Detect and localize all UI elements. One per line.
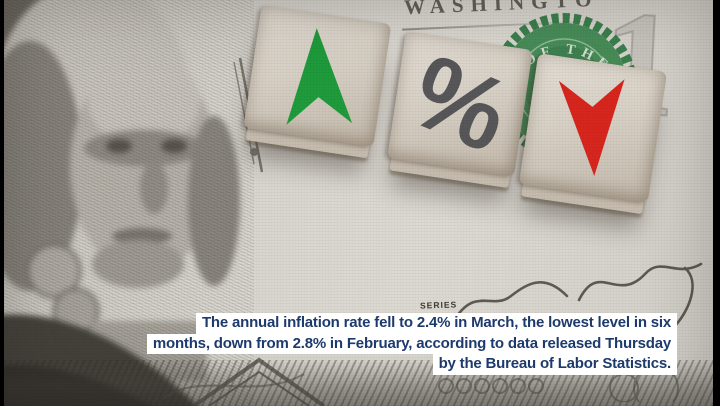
caption-line: The annual inflation rate fell to 2.4% i… bbox=[4, 313, 677, 334]
chevron-ornament bbox=[164, 357, 326, 406]
caption-line: months, down from 2.8% in February, acco… bbox=[4, 333, 677, 354]
caption-line: by the Bureau of Labor Statistics. bbox=[4, 354, 677, 375]
letterbox-bar-right bbox=[713, 0, 720, 406]
percent-icon: % bbox=[395, 32, 525, 176]
caption-line-text: The annual inflation rate fell to 2.4% i… bbox=[195, 313, 677, 334]
wood-tile-up bbox=[243, 4, 392, 148]
down-arrow-icon bbox=[557, 79, 629, 177]
wood-tile-down bbox=[518, 53, 668, 203]
signature-script bbox=[455, 262, 703, 330]
letterbox-bar-left bbox=[0, 0, 4, 406]
caption-overlay: The annual inflation rate fell to 2.4% i… bbox=[4, 313, 677, 375]
dollar-bill-background: WASHINGTO 1 E OF THE SERIES bbox=[4, 0, 713, 406]
caption-line-text: months, down from 2.8% in February, acco… bbox=[146, 333, 677, 354]
series-label: SERIES bbox=[419, 299, 458, 311]
scrollwork-circles bbox=[438, 372, 679, 402]
up-arrow-icon bbox=[281, 27, 353, 125]
wood-tile-percent: % bbox=[387, 31, 533, 177]
caption-line-text: by the Bureau of Labor Statistics. bbox=[432, 354, 677, 375]
